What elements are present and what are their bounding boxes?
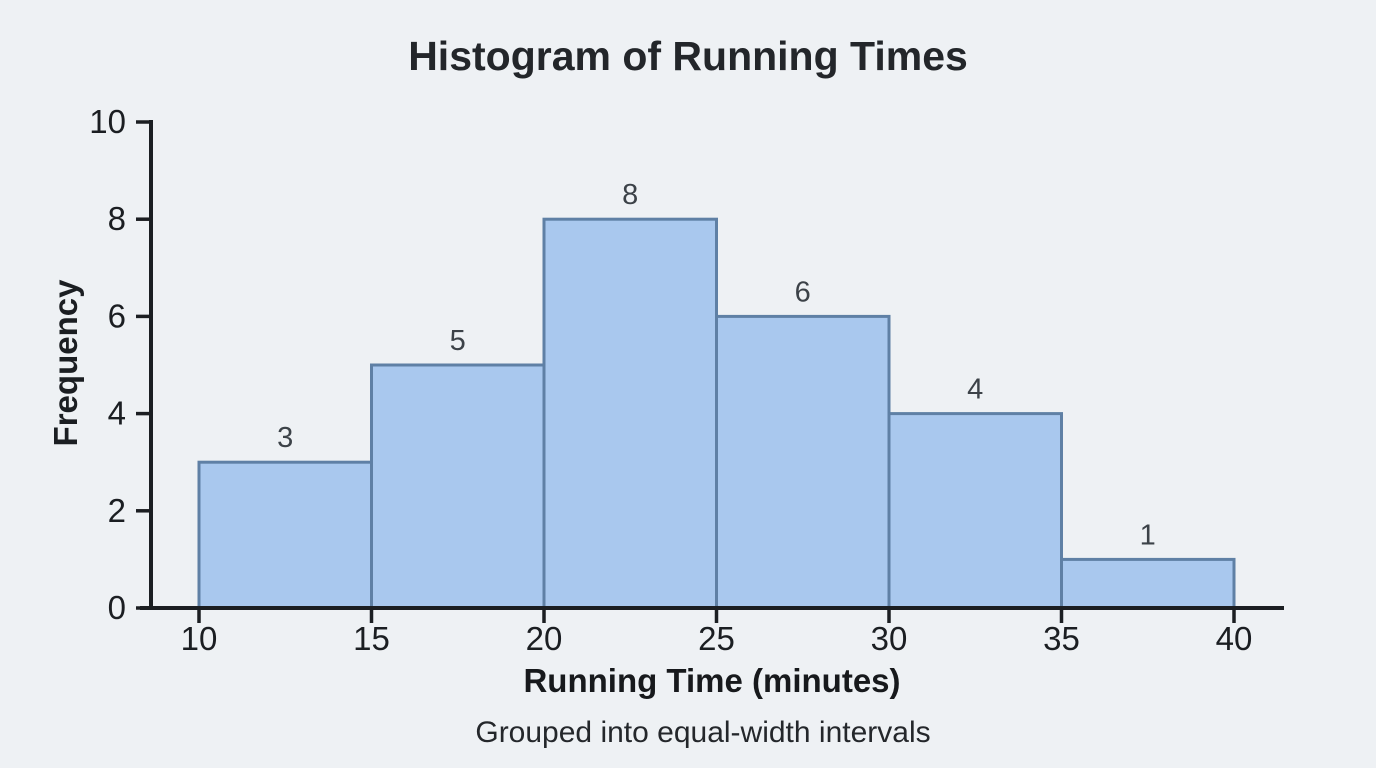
bar-value-label-10-15: 3	[277, 422, 293, 454]
x-tick-label-15: 15	[353, 620, 390, 657]
bar-value-label-30-35: 4	[967, 374, 983, 406]
histogram-bar-20-25	[542, 217, 718, 610]
x-tick-label-40: 40	[1216, 620, 1253, 657]
y-tick-label-0: 0	[108, 589, 126, 626]
x-tick-label-35: 35	[1043, 620, 1080, 657]
x-axis-title: Running Time (minutes)	[523, 662, 900, 699]
x-tick-label-30: 30	[871, 620, 908, 657]
bars-group	[197, 217, 1236, 610]
y-tick-label-4: 4	[108, 395, 126, 432]
histogram-bar-25-30	[715, 314, 891, 610]
bar-value-label-15-20: 5	[450, 325, 466, 357]
histogram-bar-15-20	[370, 363, 546, 610]
chart-caption: Grouped into equal-width intervals	[475, 716, 930, 749]
x-tick-label-20: 20	[526, 620, 563, 657]
axes-group	[136, 120, 1284, 623]
histogram-bar-10-15	[197, 460, 373, 610]
y-tick-label-6: 6	[108, 297, 126, 334]
x-tick-label-25: 25	[698, 620, 735, 657]
bar-value-label-20-25: 8	[622, 179, 638, 211]
bar-value-label-25-30: 6	[795, 276, 811, 308]
y-tick-label-10: 10	[89, 103, 126, 140]
bar-value-label-35-40: 1	[1140, 519, 1156, 551]
histogram-bar-35-40	[1060, 557, 1236, 610]
x-tick-label-10: 10	[181, 620, 218, 657]
y-axis-title: Frequency	[47, 279, 84, 447]
histogram-bar-30-35	[887, 412, 1063, 610]
chart-title: Histogram of Running Times	[408, 33, 968, 79]
y-tick-label-2: 2	[108, 492, 126, 529]
value-labels-group: 3 5 8 6 4 1	[277, 179, 1156, 551]
y-tick-label-8: 8	[108, 200, 126, 237]
